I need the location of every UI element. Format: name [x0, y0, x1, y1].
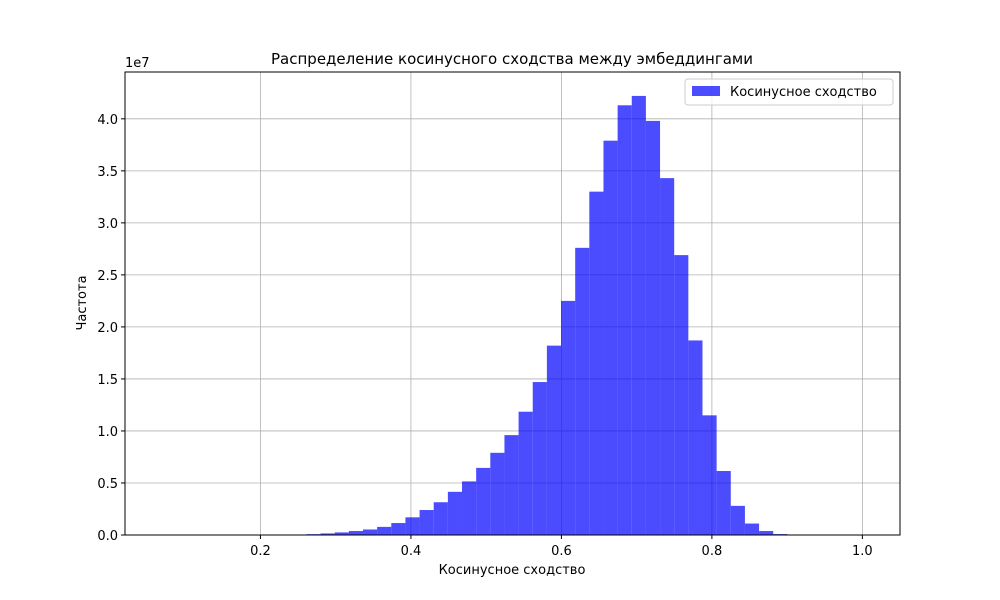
y-axis-ticks: 0.0 0.5 1.0 1.5 2.0 2.5 3.0 3.5 4.0: [97, 113, 125, 544]
histogram-bar: [362, 529, 378, 535]
y-tick-label: 0.5: [97, 477, 118, 492]
x-axis-label: Косинусное сходство: [439, 563, 586, 578]
x-tick-label: 1.0: [852, 544, 873, 559]
histogram-bar: [589, 191, 604, 536]
histogram-bar: [532, 382, 547, 535]
y-tick-label: 3.5: [97, 165, 118, 180]
histogram-bar: [433, 502, 448, 535]
y-tick-label: 2.5: [97, 269, 118, 284]
x-tick-label: 0.4: [401, 544, 422, 559]
histogram-bar: [504, 435, 519, 535]
y-tick-label: 2.0: [97, 321, 118, 336]
histogram-bar: [561, 300, 576, 535]
legend-label: Косинусное сходство: [730, 85, 877, 100]
y-axis-label: Частота: [75, 275, 90, 330]
y-tick-label: 0.0: [97, 529, 118, 544]
histogram-bar: [575, 247, 590, 536]
histogram-bar: [730, 505, 745, 535]
histogram-bar: [462, 481, 477, 535]
histogram-bar: [546, 345, 562, 535]
y-tick-label: 1.0: [97, 425, 118, 440]
legend-box: [684, 78, 894, 106]
histogram-bar: [645, 120, 661, 535]
histogram-bar: [447, 491, 463, 535]
legend: Косинусное сходство: [684, 78, 894, 106]
histogram-bar: [419, 510, 434, 535]
x-tick-label: 0.6: [551, 544, 572, 559]
histogram-bar: [334, 532, 349, 535]
histogram-bar: [391, 523, 406, 535]
histogram-bar: [490, 452, 505, 535]
histogram-bar: [744, 523, 760, 535]
histogram-bar: [603, 140, 618, 535]
y-axis-multiplier: 1e7: [125, 56, 150, 71]
histogram-bar: [631, 95, 646, 536]
histogram-bar: [405, 517, 420, 535]
chart-title: Распределение косинусного сходства между…: [271, 50, 753, 68]
histogram-bar: [476, 467, 491, 535]
histogram-bar: [518, 411, 533, 535]
x-tick-label: 0.2: [250, 544, 271, 559]
histogram-bar: [660, 178, 675, 535]
histogram-bar: [348, 531, 363, 535]
histogram-bar: [320, 533, 335, 535]
x-tick-label: 0.8: [702, 544, 723, 559]
y-tick-label: 3.0: [97, 217, 118, 232]
x-axis-ticks: 0.2 0.4 0.6 0.8 1.0: [250, 535, 873, 559]
y-tick-label: 1.5: [97, 373, 118, 388]
histogram-bar: [688, 340, 703, 535]
y-tick-label: 4.0: [97, 113, 118, 128]
histogram-bar: [716, 471, 731, 535]
legend-swatch: [692, 86, 720, 96]
histogram-bars: [292, 95, 788, 536]
histogram-bar: [702, 415, 717, 535]
histogram-bar: [377, 526, 392, 535]
histogram-bar: [617, 105, 632, 536]
plot-frame: [124, 71, 901, 536]
histogram-bar: [674, 255, 689, 536]
histogram-bar: [759, 531, 774, 535]
